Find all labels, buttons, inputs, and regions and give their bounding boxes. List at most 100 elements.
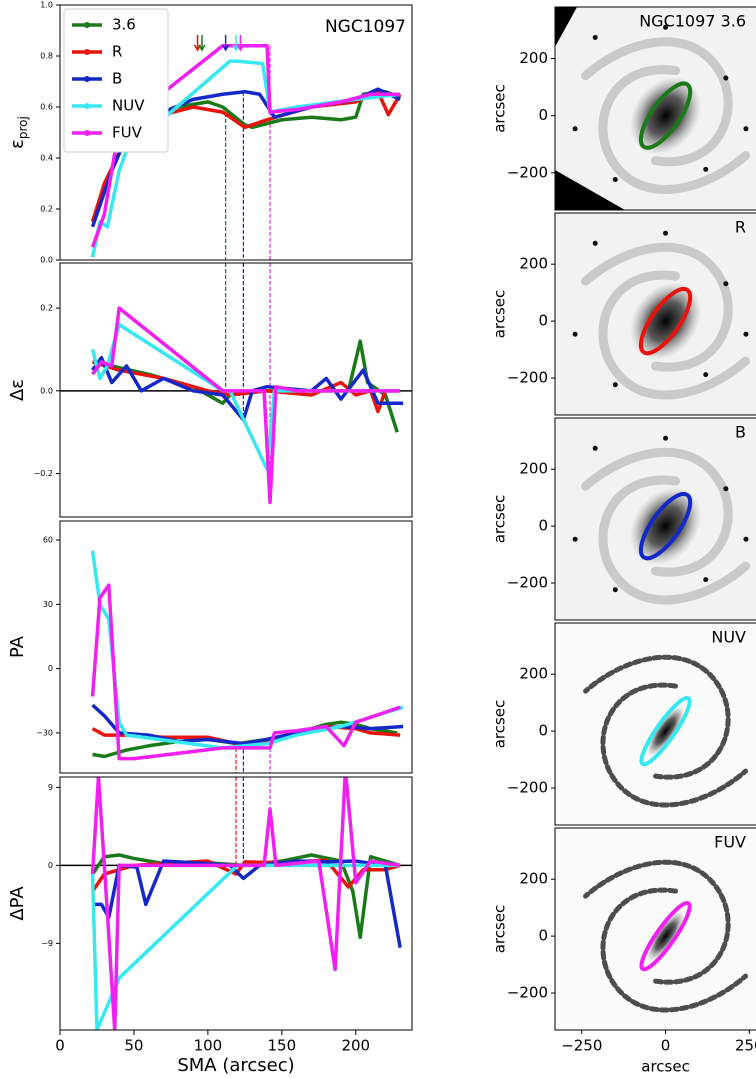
y-tick-label: 200 — [519, 870, 548, 888]
frame — [554, 417, 756, 621]
isophote-ellipse — [638, 81, 693, 150]
legend-dot — [84, 49, 90, 55]
image-title: FUV — [714, 833, 746, 852]
y-tick-label: 0 — [48, 861, 53, 870]
y-tick-label: 9 — [48, 783, 53, 792]
star — [592, 445, 598, 451]
image-title: NUV — [711, 628, 746, 647]
y-tick-label: 30 — [43, 600, 53, 609]
frame — [554, 827, 756, 1031]
star — [703, 372, 709, 378]
y-tick-label: 0.6 — [40, 103, 53, 112]
y-tick-label: −200 — [507, 984, 548, 1002]
y-tick-label: 200 — [519, 460, 548, 478]
y-tick-label: 0 — [538, 722, 548, 740]
spiral-arm — [600, 682, 749, 808]
spiral-arm — [583, 859, 731, 985]
image-area — [555, 623, 756, 825]
y-tick-label: −30 — [36, 728, 53, 737]
series-dotted — [118, 306, 224, 393]
y-tick-label: −200 — [507, 369, 548, 387]
y-tick-label: −0.2 — [34, 469, 53, 478]
x-tick-label: −250 — [561, 1037, 602, 1055]
y-tick-label: 0 — [538, 927, 548, 945]
y-axis-label: arcsec — [491, 290, 509, 339]
image-area — [555, 828, 756, 1030]
galaxy-core — [646, 705, 685, 757]
y-axis-label: arcsec — [491, 700, 509, 749]
star — [612, 382, 618, 388]
y-axis-label: εproj — [7, 116, 30, 149]
series-dotted — [125, 59, 232, 152]
y-tick-label: 0 — [538, 517, 548, 535]
series-dotted — [133, 746, 223, 761]
y-tick-label: −200 — [507, 163, 548, 181]
y-tick-label: −200 — [507, 574, 548, 592]
y-tick-label: 1.0 — [40, 1, 53, 10]
legend-label: B — [112, 70, 122, 88]
series-line — [91, 355, 404, 422]
spiral-arm — [583, 654, 731, 780]
star — [743, 331, 749, 337]
star — [572, 536, 578, 542]
spiral-arm — [598, 270, 751, 400]
y-tick-label: 0 — [538, 106, 548, 124]
star — [592, 34, 598, 40]
legend-label: R — [112, 43, 122, 61]
x-tick-label: 50 — [124, 1037, 143, 1055]
image-area — [555, 418, 756, 620]
spiral-arm — [598, 65, 751, 194]
star — [723, 281, 729, 287]
plot-area — [60, 263, 412, 505]
frame — [59, 262, 413, 518]
arrow — [236, 35, 245, 52]
series-line — [90, 44, 401, 248]
x-tick-label: 150 — [268, 1037, 297, 1055]
spiral-arm — [581, 37, 733, 167]
y-tick-label: −9 — [41, 939, 53, 948]
star — [572, 126, 578, 132]
image-title: NGC1097 3.6 — [639, 12, 746, 31]
image-area — [555, 7, 756, 210]
y-tick-label: 0 — [538, 312, 548, 330]
x-tick-label: 0 — [661, 1037, 671, 1055]
star — [743, 536, 749, 542]
legend-dot — [84, 103, 90, 109]
series-line — [90, 59, 401, 258]
x-tick-label: 200 — [341, 1037, 370, 1055]
x-tick-label: 100 — [194, 1037, 223, 1055]
image-title: B — [735, 423, 746, 442]
star — [572, 331, 578, 337]
spiral-arm — [581, 447, 733, 577]
series-line — [91, 306, 401, 505]
star — [592, 240, 598, 246]
galaxy-core — [629, 282, 702, 361]
y-axis-label: arcsec — [491, 495, 509, 544]
x-axis-label: SMA (arcsec) — [177, 1055, 294, 1076]
frame — [59, 776, 413, 1031]
legend-label: FUV — [112, 124, 143, 142]
y-tick-label: 0.0 — [40, 256, 53, 265]
star — [703, 166, 709, 172]
y-axis-label: Δε — [7, 379, 28, 401]
series-line — [90, 322, 401, 472]
y-tick-label: 0.2 — [40, 205, 53, 214]
spiral-arm — [600, 887, 749, 1013]
spiral-arm — [581, 242, 733, 372]
series-dotted — [126, 733, 223, 750]
isophote-ellipse — [638, 491, 693, 561]
y-axis-label-sub: proj — [16, 116, 30, 139]
arrow — [198, 35, 206, 52]
y-tick-label: 0.2 — [40, 304, 53, 313]
star — [743, 126, 749, 132]
spiral-arm — [598, 475, 751, 605]
legend-dot — [84, 76, 90, 82]
star — [723, 75, 729, 81]
y-tick-label: 200 — [519, 665, 548, 683]
series-line — [90, 583, 401, 761]
arrow — [222, 35, 230, 52]
frame — [59, 4, 413, 261]
legend-dot — [84, 130, 90, 136]
isophote-ellipse — [639, 695, 692, 767]
